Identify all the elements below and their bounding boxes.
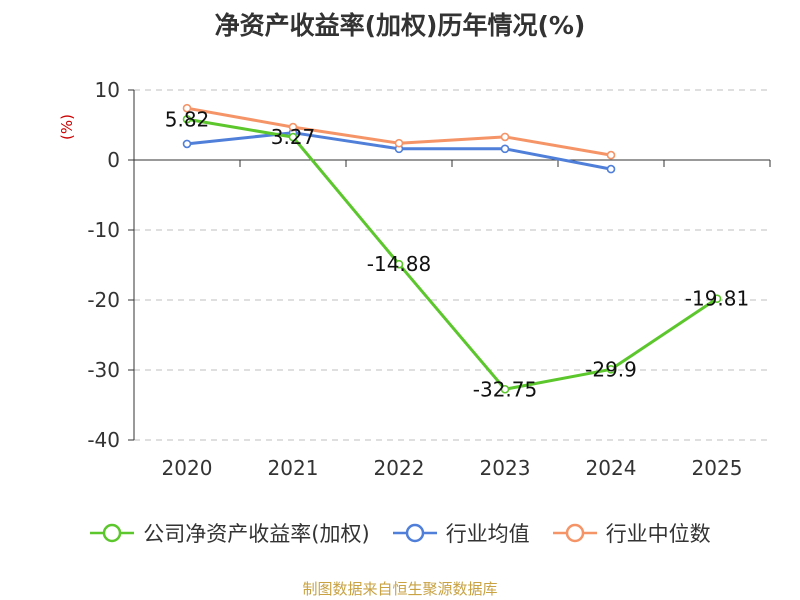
legend: 公司净资产收益率(加权) 行业均值 行业中位数 <box>0 518 800 548</box>
data-label: -29.9 <box>585 357 637 381</box>
legend-item[interactable]: 行业中位数 <box>552 518 711 548</box>
legend-label: 行业均值 <box>445 522 530 546</box>
data-point <box>182 139 192 149</box>
data-point <box>500 384 510 394</box>
x-tick-label: 2024 <box>586 456 637 480</box>
data-point <box>182 103 192 113</box>
legend-marker-icon <box>90 523 135 543</box>
x-tick-label: 2021 <box>268 456 319 480</box>
x-tick-label: 2025 <box>692 456 743 480</box>
x-tick-label: 2020 <box>162 456 213 480</box>
data-point <box>394 259 404 269</box>
data-point <box>606 364 616 374</box>
legend-item[interactable]: 公司净资产收益率(加权) <box>89 518 370 548</box>
data-label: -19.81 <box>685 287 749 311</box>
legend-label: 行业中位数 <box>605 522 711 546</box>
y-tick-label: -40 <box>87 428 120 452</box>
legend-marker-icon <box>392 523 437 543</box>
y-tick-label: 10 <box>95 78 120 102</box>
series-lines <box>182 103 722 394</box>
data-point <box>606 164 616 174</box>
data-point <box>500 144 510 154</box>
data-point <box>606 150 616 160</box>
data-point <box>712 294 722 303</box>
x-tick-label: 2022 <box>374 456 425 480</box>
chart-title: 净资产收益率(加权)历年情况(%) <box>214 11 586 40</box>
y-tick-label: -20 <box>87 288 120 312</box>
data-point <box>288 122 298 132</box>
data-label: 5.82 <box>165 107 210 131</box>
data-labels: 5.82 3.27 -14.88 -32.75 -29.9 -19.81 <box>165 107 750 401</box>
legend-marker-icon <box>552 523 597 543</box>
data-label: 3.27 <box>271 125 316 149</box>
data-label: -14.88 <box>367 252 431 276</box>
grid-lines <box>134 89 770 441</box>
y-tick-label: 0 <box>107 148 120 172</box>
series-line <box>186 117 718 391</box>
y-axis-unit-label: (%) <box>58 114 76 140</box>
data-point <box>500 132 510 142</box>
y-tick-label: -10 <box>87 218 120 242</box>
legend-label: 公司净资产收益率(加权) <box>143 522 370 546</box>
y-tick-label: -30 <box>87 358 120 382</box>
data-point <box>394 138 404 148</box>
data-point <box>288 132 298 142</box>
x-tick-label: 2023 <box>480 456 531 480</box>
data-point <box>182 114 192 124</box>
legend-item[interactable]: 行业均值 <box>392 518 530 548</box>
data-label: -32.75 <box>473 377 537 401</box>
axes: 10 0 -10 -20 -30 -40 2020 2021 2022 2023 2024 2025 <box>87 78 771 480</box>
data-source-note: 制图数据来自恒生聚源数据库 <box>302 580 498 598</box>
